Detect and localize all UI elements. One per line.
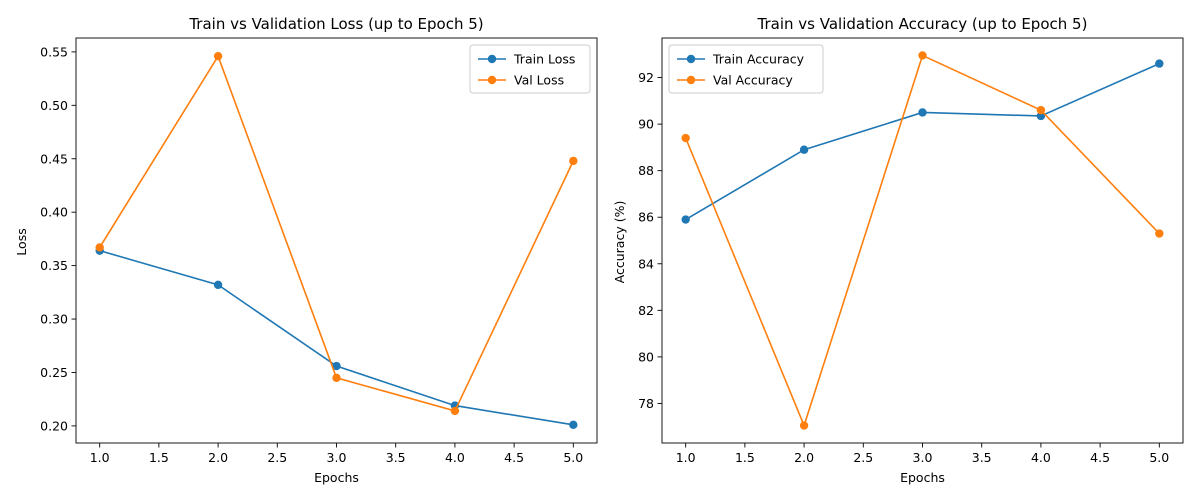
x-tick-label: 4.0 <box>445 450 465 465</box>
y-tick-label: 0.55 <box>40 44 68 59</box>
x-tick-label: 4.0 <box>1031 450 1051 465</box>
legend-label-val-accuracy: Val Accuracy <box>713 73 793 88</box>
y-tick-label: 82 <box>638 303 654 318</box>
x-tick-label: 5.0 <box>563 450 583 465</box>
legend-label-val-loss: Val Loss <box>514 73 564 88</box>
data-point-val-loss <box>95 243 104 252</box>
plot-area <box>75 37 598 444</box>
x-tick-label: 2.5 <box>853 450 873 465</box>
data-point-train-accuracy <box>799 145 809 154</box>
y-tick-label: 78 <box>638 396 654 411</box>
legend: Train Accuracy Val Accuracy <box>668 44 824 94</box>
data-point-val-accuracy <box>681 133 690 143</box>
x-tick-label: 3.5 <box>386 450 406 465</box>
x-tick-label: 4.5 <box>1090 450 1110 465</box>
legend-label-train-accuracy: Train Accuracy <box>712 52 805 67</box>
x-tick-label: 1.5 <box>735 450 755 465</box>
y-tick-label: 0.35 <box>40 258 68 273</box>
legend-marker-train-loss <box>487 54 497 64</box>
axis-ticks: 1.0 1.5 2.0 2.5 3.0 3.5 4.0 4.5 5.0 78 80 82 84 86 88 9… <box>638 70 1169 465</box>
y-tick-label: 90 <box>638 117 654 132</box>
data-point-train-loss <box>213 280 223 290</box>
x-tick-label: 3.5 <box>972 450 992 465</box>
data-point-train-accuracy <box>681 215 690 224</box>
data-point-val-loss <box>450 406 460 416</box>
axes-frame <box>661 37 1184 444</box>
data-point-train-loss <box>332 361 341 371</box>
data-point-train-accuracy <box>918 108 927 117</box>
y-tick-label: 0.40 <box>40 205 68 220</box>
y-tick-label: 84 <box>638 256 654 271</box>
x-axis-label: Epochs <box>900 470 945 485</box>
y-axis-label: Loss <box>14 228 29 255</box>
accuracy-chart: Train vs Validation Accuracy (up to Epoc… <box>612 15 1184 485</box>
legend-label-train-loss: Train Loss <box>513 52 575 67</box>
x-tick-label: 4.5 <box>504 450 524 465</box>
legend-box <box>668 44 824 94</box>
data-point-val-loss <box>569 156 578 166</box>
y-tick-label: 0.45 <box>40 151 68 166</box>
x-tick-label: 1.5 <box>149 450 169 465</box>
data-point-train-loss <box>569 420 578 430</box>
plot-area <box>661 37 1184 444</box>
y-tick-label: 0.30 <box>40 312 68 327</box>
axes-frame <box>75 37 598 444</box>
y-tick-label: 0.25 <box>40 365 68 380</box>
legend-marker-val-loss <box>487 75 497 85</box>
legend-marker-train-accuracy <box>686 54 696 64</box>
chart-title: Train vs Validation Loss (up to Epoch 5) <box>188 15 483 33</box>
x-tick-label: 3.0 <box>913 450 933 465</box>
loss-chart: Train vs Validation Loss (up to Epoch 5)… <box>14 15 598 485</box>
x-tick-label: 2.0 <box>208 450 228 465</box>
chart-title: Train vs Validation Accuracy (up to Epoc… <box>757 15 1088 33</box>
y-axis-label: Accuracy (%) <box>612 201 627 284</box>
axis-ticks: 1.0 1.5 2.0 2.5 3.0 3.5 4.0 4.5 5.0 0.20 0.25 0.30 0… <box>40 44 583 465</box>
y-tick-label: 86 <box>638 210 654 225</box>
legend-box <box>469 44 591 94</box>
y-tick-label: 0.20 <box>40 418 68 433</box>
x-tick-label: 2.5 <box>267 450 287 465</box>
data-point-val-accuracy <box>1155 229 1164 238</box>
x-tick-label: 2.0 <box>794 450 814 465</box>
data-point-val-accuracy <box>799 421 809 430</box>
x-tick-label: 1.0 <box>676 450 696 465</box>
y-tick-label: 92 <box>638 70 654 85</box>
y-tick-label: 0.50 <box>40 98 68 113</box>
y-tick-label: 80 <box>638 349 654 364</box>
x-tick-label: 3.0 <box>327 450 347 465</box>
data-point-train-accuracy <box>1155 59 1164 68</box>
data-point-val-accuracy <box>1036 105 1046 115</box>
x-tick-label: 5.0 <box>1149 450 1169 465</box>
x-tick-label: 1.0 <box>90 450 110 465</box>
data-point-val-accuracy <box>918 51 927 60</box>
legend-marker-val-accuracy <box>686 75 696 85</box>
x-axis-label: Epochs <box>314 470 359 485</box>
data-point-val-loss <box>213 51 223 61</box>
y-tick-label: 88 <box>638 163 654 178</box>
legend: Train Loss Val Loss <box>469 44 591 94</box>
data-point-val-loss <box>332 373 341 383</box>
data-point-train-accuracy <box>1036 111 1046 121</box>
